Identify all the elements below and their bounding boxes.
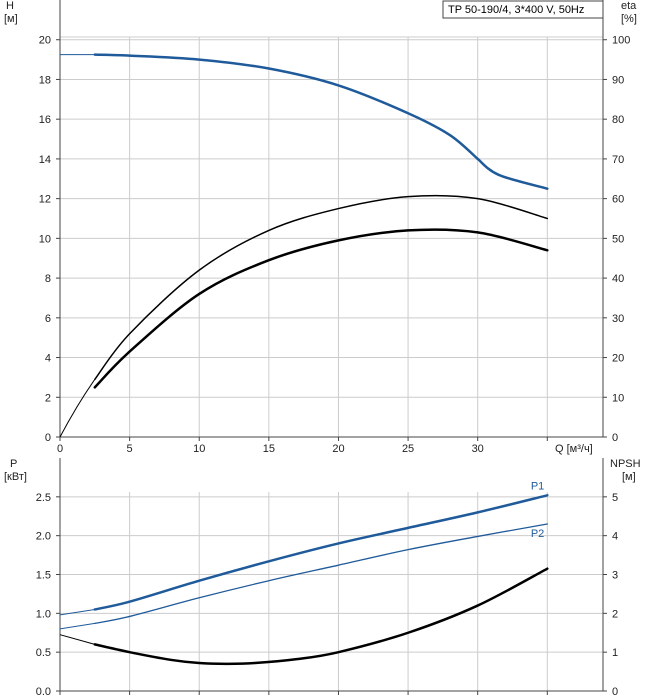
- top-xlabel: Q [м³/ч]: [555, 443, 593, 455]
- left-tick-label: 0.5: [36, 647, 51, 659]
- top-yunit-left: [м]: [4, 13, 18, 25]
- right-tick-label: 90: [612, 74, 624, 86]
- series-extrapolation-line: [59, 608, 95, 616]
- legend-text: TP 50-190/4, 3*400 V, 50Hz: [448, 4, 584, 16]
- x-tick-label: 30: [472, 443, 484, 455]
- bottom-yunit-right: [м]: [622, 471, 636, 483]
- series-label-p1: P1: [531, 480, 544, 492]
- left-tick-label: 1.5: [36, 570, 51, 582]
- bottom-ylabel-left: P: [10, 458, 17, 470]
- right-tick-label: 80: [612, 114, 624, 126]
- series-line-p2: [94, 523, 548, 625]
- power-npsh-panel: 0.0 0.5 1.0 1.5 2.0 2.5 0 1 2 3 4 5 P1 P2: [36, 458, 618, 698]
- series-line-h: [93, 53, 479, 161]
- right-tick-label: 20: [612, 353, 624, 365]
- x-tick-label: 25: [402, 443, 414, 455]
- top-ylabel-left: H: [6, 0, 14, 12]
- x-tick-label: 15: [263, 443, 275, 455]
- right-tick-label: 50: [612, 233, 624, 245]
- left-tick-label: 2.0: [36, 531, 51, 543]
- right-tick-label: 2: [612, 608, 618, 620]
- head-efficiency-panel: 0 2 4 6 8 10 12 14 16 18 20 0 10 20 30 40 50 60 70 80 90 100 0…: [39, 0, 630, 455]
- x-tick-label: 5: [127, 443, 133, 455]
- series-extrapolation-line: [59, 379, 96, 438]
- series-line-eta1: [94, 194, 549, 381]
- left-tick-label: 4: [45, 353, 51, 365]
- right-tick-label: 5: [612, 492, 618, 504]
- top-ylabel-right: eta: [621, 0, 637, 12]
- left-tick-label: 12: [39, 194, 51, 206]
- left-tick-label: 2: [45, 392, 51, 404]
- left-tick-label: 0.0: [36, 686, 51, 698]
- right-tick-label: 70: [612, 154, 624, 166]
- top-yunit-right: [%]: [621, 13, 637, 25]
- right-tick-label: 60: [612, 194, 624, 206]
- right-tick-label: 4: [612, 531, 618, 543]
- x-tick-label: 0: [57, 443, 63, 455]
- right-tick-label: 10: [612, 392, 624, 404]
- x-tick-label: 10: [193, 443, 205, 455]
- right-tick-label: 3: [612, 570, 618, 582]
- series-line-eta2: [93, 228, 549, 389]
- left-tick-label: 6: [45, 313, 51, 325]
- right-tick-label: 0: [612, 686, 618, 698]
- series-line-p1: [93, 494, 549, 611]
- series-label-p2: P2: [531, 528, 544, 540]
- left-tick-label: 2.5: [36, 492, 51, 504]
- left-tick-label: 18: [39, 74, 51, 86]
- left-tick-label: 8: [45, 273, 51, 285]
- bottom-ylabel-right: NPSH: [610, 458, 641, 470]
- right-tick-label: 30: [612, 313, 624, 325]
- left-tick-label: 10: [39, 233, 51, 245]
- x-tick-label: 20: [332, 443, 344, 455]
- series-line-npsh: [93, 567, 549, 666]
- series-line-h_end: [476, 157, 549, 190]
- left-tick-label: 16: [39, 114, 51, 126]
- left-tick-label: 20: [39, 35, 51, 47]
- series-extrapolation-line: [59, 634, 95, 645]
- right-tick-label: 1: [612, 647, 618, 659]
- left-tick-label: 1.0: [36, 608, 51, 620]
- right-tick-label: 0: [612, 432, 618, 444]
- right-tick-label: 40: [612, 273, 624, 285]
- right-tick-label: 100: [612, 35, 630, 47]
- bottom-yunit-left: [кВт]: [4, 471, 27, 483]
- series-extrapolation-line: [59, 622, 95, 630]
- left-tick-label: 14: [39, 154, 51, 166]
- left-tick-label: 0: [45, 432, 51, 444]
